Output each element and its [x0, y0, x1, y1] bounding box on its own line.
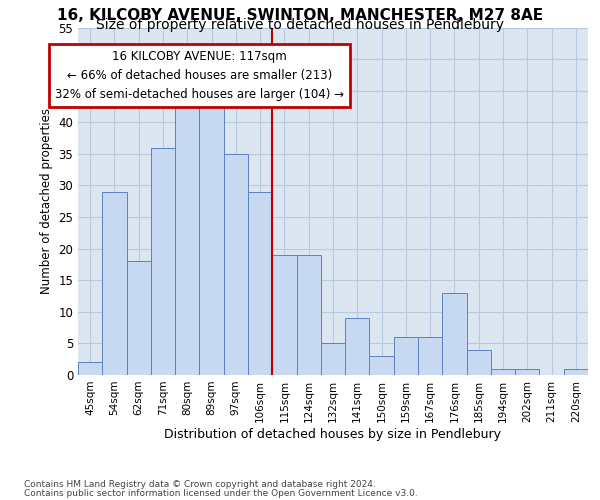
Y-axis label: Number of detached properties: Number of detached properties: [40, 108, 53, 294]
Bar: [564, 368, 588, 375]
Bar: [248, 192, 272, 375]
Bar: [175, 97, 199, 375]
Bar: [272, 255, 296, 375]
Text: Contains HM Land Registry data © Crown copyright and database right 2024.: Contains HM Land Registry data © Crown c…: [24, 480, 376, 489]
Text: Size of property relative to detached houses in Pendlebury: Size of property relative to detached ho…: [96, 18, 504, 32]
X-axis label: Distribution of detached houses by size in Pendlebury: Distribution of detached houses by size …: [164, 428, 502, 440]
Bar: [199, 84, 224, 375]
Bar: [151, 148, 175, 375]
Bar: [102, 192, 127, 375]
Text: Contains public sector information licensed under the Open Government Licence v3: Contains public sector information licen…: [24, 488, 418, 498]
Bar: [467, 350, 491, 375]
Text: 16, KILCOBY AVENUE, SWINTON, MANCHESTER, M27 8AE: 16, KILCOBY AVENUE, SWINTON, MANCHESTER,…: [57, 8, 543, 22]
Bar: [224, 154, 248, 375]
Bar: [296, 255, 321, 375]
Bar: [491, 368, 515, 375]
Text: 16 KILCOBY AVENUE: 117sqm
← 66% of detached houses are smaller (213)
32% of semi: 16 KILCOBY AVENUE: 117sqm ← 66% of detac…: [55, 50, 344, 100]
Bar: [442, 293, 467, 375]
Bar: [370, 356, 394, 375]
Bar: [321, 344, 345, 375]
Bar: [345, 318, 370, 375]
Bar: [418, 337, 442, 375]
Bar: [394, 337, 418, 375]
Bar: [78, 362, 102, 375]
Bar: [515, 368, 539, 375]
Bar: [127, 262, 151, 375]
